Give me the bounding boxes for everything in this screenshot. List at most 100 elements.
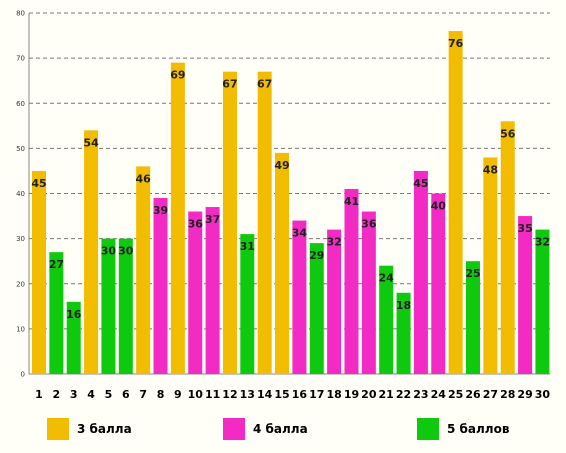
legend-swatch-4-balla (223, 418, 245, 440)
legend-swatch-3-balla (47, 418, 69, 440)
x-tick-label: 18 (326, 388, 341, 401)
x-tick-label: 1 (35, 388, 43, 401)
data-label: 35 (517, 222, 532, 235)
y-tick-label: 70 (16, 55, 25, 63)
x-tick-label: 13 (240, 388, 255, 401)
data-label: 24 (379, 272, 395, 285)
x-tick-label: 26 (465, 388, 481, 401)
y-tick-label: 0 (21, 371, 25, 379)
data-label: 39 (153, 204, 168, 217)
data-label: 37 (205, 213, 220, 226)
bar (500, 121, 515, 374)
data-label: 69 (170, 69, 185, 82)
legend-item-5-ballov: 5 баллов (417, 417, 509, 441)
bar (518, 216, 533, 374)
data-label: 32 (535, 236, 550, 249)
y-tick-label: 80 (16, 10, 25, 18)
x-tick-label: 22 (396, 388, 411, 401)
x-tick-label: 17 (309, 388, 324, 401)
x-tick-label: 12 (222, 388, 237, 401)
x-tick-label: 2 (53, 388, 61, 401)
legend-item-3-balla: 3 балла (47, 417, 132, 441)
x-tick-label: 5 (105, 388, 113, 401)
bar (379, 265, 394, 374)
data-label: 29 (309, 249, 324, 262)
y-tick-label: 30 (16, 235, 25, 243)
x-tick-label: 23 (413, 388, 428, 401)
bar (396, 292, 411, 374)
y-tick-label: 10 (16, 325, 25, 333)
x-tick-label: 20 (361, 388, 377, 401)
data-label: 30 (118, 245, 134, 258)
data-label: 46 (136, 172, 152, 185)
x-tick-label: 14 (257, 388, 273, 401)
legend-label-4-balla: 4 балла (253, 422, 308, 436)
data-label: 54 (83, 136, 99, 149)
y-tick-label: 20 (16, 280, 25, 288)
x-tick-label: 25 (448, 388, 463, 401)
y-tick-label: 40 (16, 190, 25, 198)
data-label: 34 (292, 227, 308, 240)
legend-item-4-balla: 4 балла (223, 417, 308, 441)
legend-label-3-balla: 3 балла (77, 422, 132, 436)
x-tick-label: 15 (274, 388, 289, 401)
y-tick-label: 60 (16, 100, 25, 108)
data-label: 30 (101, 245, 117, 258)
bar (66, 301, 81, 374)
bar (101, 238, 116, 374)
data-label: 49 (274, 159, 289, 172)
data-label: 41 (344, 195, 359, 208)
bar (49, 252, 64, 374)
data-label: 45 (31, 177, 46, 190)
data-label: 67 (257, 78, 272, 91)
x-tick-label: 19 (344, 388, 359, 401)
data-label: 40 (431, 200, 447, 213)
x-tick-label: 27 (483, 388, 498, 401)
bar (466, 261, 480, 374)
data-label: 25 (465, 267, 480, 280)
x-tick-label: 8 (157, 388, 165, 401)
x-tick-label: 28 (500, 388, 515, 401)
bar (84, 130, 99, 374)
bars (32, 31, 550, 375)
x-tick-label: 7 (139, 388, 147, 401)
bar (188, 211, 203, 374)
data-label: 45 (413, 177, 428, 190)
x-tick-labels: 1 2 3 4 5 6 7 8 9 10 11 12 13 14 15 16 17 18 19 20 21 22 23 24 2… (35, 388, 550, 401)
data-label: 18 (396, 299, 411, 312)
data-label: 27 (49, 258, 64, 271)
bar (205, 207, 220, 374)
bar (309, 243, 324, 374)
bar (413, 170, 428, 374)
x-tick-label: 4 (87, 388, 95, 401)
data-label: 76 (448, 37, 464, 50)
bar (535, 229, 550, 374)
legend-swatch-5-ballov (417, 418, 439, 440)
bar (431, 193, 446, 374)
x-tick-label: 6 (122, 388, 130, 401)
data-label: 56 (500, 127, 516, 140)
data-label: 32 (326, 236, 341, 249)
bar (361, 211, 376, 374)
bar (292, 220, 307, 374)
x-tick-label: 16 (292, 388, 308, 401)
bar (327, 229, 342, 374)
x-tick-label: 11 (205, 388, 220, 401)
x-tick-label: 10 (188, 388, 204, 401)
data-label: 67 (222, 78, 237, 91)
data-label: 16 (66, 308, 82, 321)
data-label: 31 (240, 240, 255, 253)
bar (222, 71, 237, 374)
data-label: 48 (483, 163, 498, 176)
bar (153, 198, 168, 374)
data-label: 36 (361, 218, 377, 231)
bar (275, 152, 290, 374)
bar (257, 71, 272, 374)
x-tick-label: 21 (379, 388, 394, 401)
x-tick-label: 29 (517, 388, 532, 401)
bar (448, 31, 463, 375)
x-tick-label: 30 (535, 388, 551, 401)
legend-label-5-ballov: 5 баллов (447, 422, 510, 436)
bar (240, 234, 255, 374)
